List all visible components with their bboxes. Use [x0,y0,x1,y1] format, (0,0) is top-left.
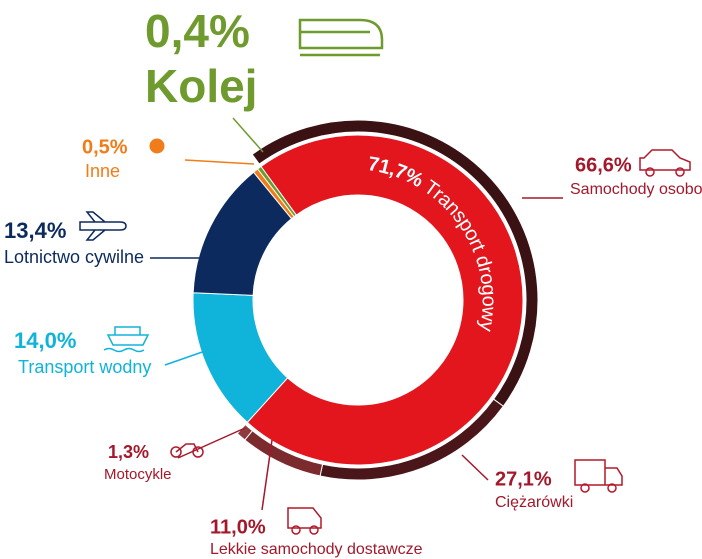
labels: 0,4%Kolej 0,5% Inne 13,4% Lotnictwo cywilne 1… [4,5,702,558]
leader-line [184,159,255,165]
slices [192,134,524,466]
plane-icon [79,211,127,241]
value-label: 27,1% [495,468,552,490]
leader-line [177,427,246,459]
value-label: 14,0% [14,328,76,353]
leader-line [461,454,489,481]
category-label: Samochody osobowe [570,181,702,198]
inne-dot [149,138,165,154]
ship-icon [103,326,150,353]
slice [256,165,297,218]
leader-line [261,439,273,511]
slice [246,134,524,466]
category-label: Ciężarówki [495,494,573,511]
category-label: Kolej [145,60,257,112]
category-label: Lekkie samochody dostawcze [210,541,423,558]
value-label: 1,3% [108,442,149,462]
ring-segment [236,423,254,441]
value-label: 66,6% [575,154,632,176]
vehicle-icons [170,149,691,535]
value-label: 0,4% [145,5,250,57]
leader-line [232,117,264,153]
leader-line [164,349,209,366]
value-label: 0,5% [82,136,128,158]
category-label: Lotnictwo cywilne [4,247,144,267]
leader-lines [150,117,563,511]
value-label: 11,0% [210,516,266,538]
train-icon [298,18,384,57]
value-label: 13,4% [4,218,66,243]
category-label: Inne [85,161,120,181]
category-label: Motocykle [104,466,172,483]
rings [236,119,539,481]
category-label: Transport wodny [18,357,151,377]
